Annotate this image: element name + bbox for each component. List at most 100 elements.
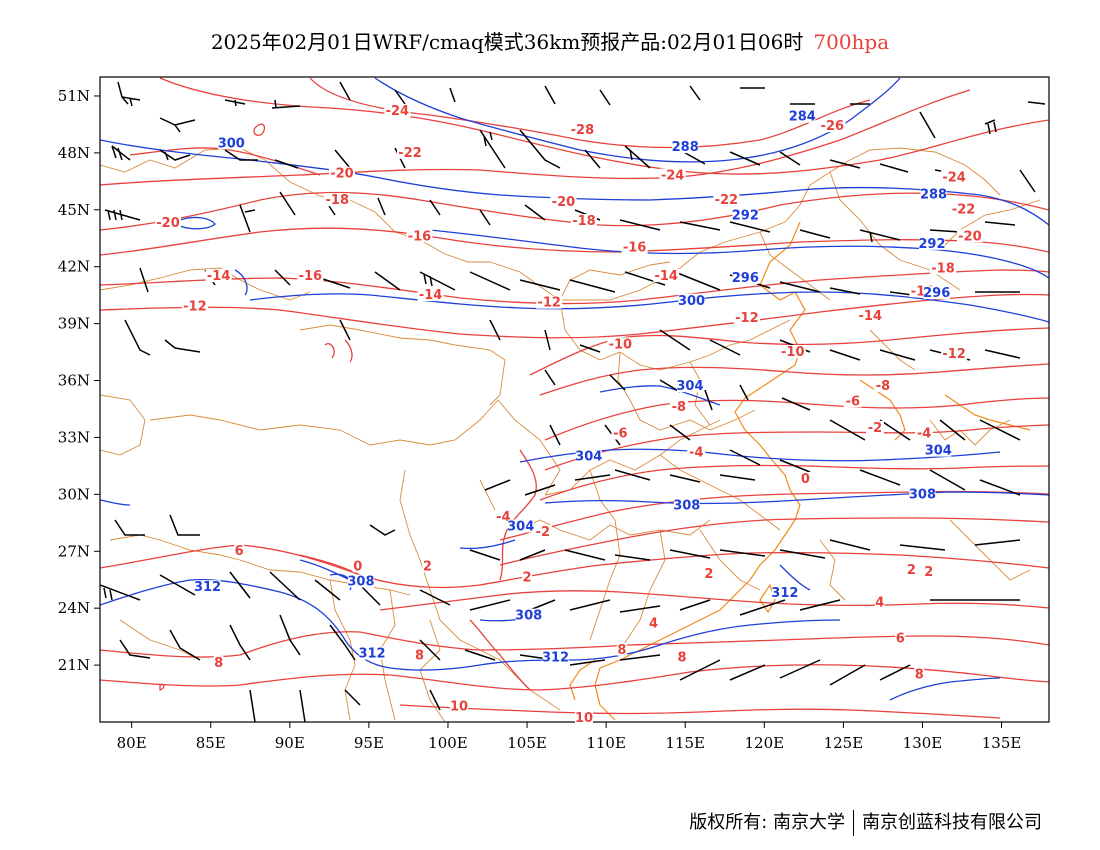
temperature-contour-label: 0: [801, 472, 810, 487]
temperature-contour-label-bg: [677, 650, 688, 664]
temperature-contour-label: -10: [781, 345, 805, 360]
temperature-contour-label: -2: [868, 421, 882, 436]
temperature-contour-label-bg: [956, 229, 983, 243]
temperature-contour-label: -16: [408, 229, 432, 244]
temperature-contour-label: 4: [649, 616, 658, 631]
temperature-contour-label-bg: [533, 525, 552, 539]
height-contours-layer: [100, 77, 1049, 701]
temperature-contour-label-bg: [895, 631, 906, 645]
lat-label: 21N: [58, 656, 90, 674]
temperature-contour-label-bg: [406, 229, 433, 243]
temperature-contour-label: -14: [207, 269, 231, 284]
temperature-contour-label: 10: [575, 711, 593, 726]
lon-label: 110E: [586, 734, 626, 752]
temperature-contour-label-bg: [181, 299, 208, 313]
title-main: 2025年02月01日WRF/cmaq模式36km预报产品:02月01日06时: [210, 30, 804, 54]
temperature-contour-label-bg: [906, 563, 917, 577]
height-contour-label: 304: [925, 444, 952, 459]
temperature-contour-label: 10: [450, 700, 468, 715]
temperature-contour-label-bg: [819, 119, 846, 133]
lon-label: 130E: [903, 734, 943, 752]
temperature-contour-label: 8: [214, 656, 223, 671]
lon-label: 90E: [275, 734, 305, 752]
temperature-contour-label: -28: [571, 123, 595, 138]
lat-label: 36N: [58, 372, 90, 390]
lat-label: 39N: [58, 315, 90, 333]
temperature-contour-label-bg: [574, 711, 593, 725]
height-contour-label-bg: [575, 449, 602, 463]
height-contour-label: 312: [194, 580, 221, 595]
temperature-contour-label: -10: [609, 337, 633, 352]
height-contour-label: 300: [218, 136, 245, 151]
temperature-contour-label-bg: [923, 565, 934, 579]
height-contour-label-bg: [507, 519, 534, 533]
temperature-contour-label-bg: [414, 648, 425, 662]
temperature-contour-label-bg: [843, 394, 862, 408]
height-contour-label-bg: [909, 487, 936, 501]
temperature-contour-label-bg: [800, 472, 811, 486]
height-contour-label: 312: [358, 647, 385, 662]
wind-barbs-layer: [100, 81, 1046, 722]
height-contour-label-bg: [918, 236, 945, 250]
temperature-contour-label: -2: [536, 525, 550, 540]
temperature-contour-label-bg: [536, 295, 563, 309]
axis-ticks: [94, 95, 1003, 728]
temperature-contour-label-bg: [930, 261, 957, 275]
height-contour-label-bg: [672, 140, 699, 154]
temperature-contour-label: 4: [875, 595, 884, 610]
lat-label: 45N: [58, 201, 90, 219]
temperature-contour-label: -20: [552, 195, 576, 210]
temperature-contour-label-bg: [213, 656, 224, 670]
temperature-contour-label-bg: [352, 559, 363, 573]
temperature-contour-label: -20: [330, 167, 354, 182]
longitude-labels: 80E 85E 90E 95E 100E 105E 110E 115E 120E 125E 130E…: [117, 734, 1022, 752]
temperature-labels: -24-28 -26-22-20 -24 -24-18 -20 -22-22-20 -18-…: [155, 104, 983, 726]
temperature-contour-label-bg: [422, 559, 433, 573]
temperature-contour-label-bg: [297, 269, 324, 283]
temperature-contour-label: -4: [917, 427, 931, 442]
temperature-contour-label-bg: [779, 344, 806, 358]
temperature-contour-label: -26: [821, 119, 845, 134]
temperature-contour-label: -14: [419, 288, 443, 303]
temperature-contour-label: 2: [423, 559, 432, 574]
temperature-contour-label-bg: [866, 420, 885, 434]
height-contour-label-bg: [678, 293, 705, 307]
temperature-contour-label: -16: [623, 241, 647, 256]
height-contour-label: 292: [918, 237, 945, 252]
temperature-contour-label: -22: [398, 146, 422, 161]
height-contour-label: 284: [789, 110, 816, 125]
temperature-contour-label: 8: [678, 650, 687, 665]
height-contour-label-bg: [789, 109, 816, 123]
height-contour-label-bg: [347, 574, 374, 588]
map-background: [100, 77, 1049, 722]
temperature-contour-label-bg: [324, 193, 351, 207]
height-contour-label-bg: [771, 585, 798, 599]
temperature-contour-label-bg: [733, 310, 760, 324]
lon-label: 95E: [354, 734, 384, 752]
temperature-contour-label: 2: [924, 565, 933, 580]
temperature-contour-label: 8: [915, 667, 924, 682]
temperature-contour-label: -18: [572, 214, 596, 229]
lon-label: 80E: [117, 734, 147, 752]
temperature-contour-label-bg: [234, 544, 245, 558]
height-contour-label: 308: [909, 487, 936, 502]
temperature-contour-label-bg: [569, 123, 596, 137]
temperature-contour-label: -12: [183, 299, 207, 314]
height-contour-label-bg: [542, 650, 569, 664]
temperature-contour-label-bg: [205, 269, 232, 283]
temperature-contour-label: -4: [689, 446, 703, 461]
temperature-contour-label-bg: [155, 215, 182, 229]
temperature-contour-label: -18: [326, 193, 350, 208]
temperature-contour-label: -14: [859, 309, 883, 324]
temperature-contour-label: 2: [704, 567, 713, 582]
temperature-contour-label: 0: [353, 559, 362, 574]
title-level: 700hpa: [813, 30, 890, 54]
height-contour-label-bg: [732, 208, 759, 222]
temperature-contour-label: -6: [613, 427, 627, 442]
temperature-contour-label-bg: [687, 445, 706, 459]
height-contour-label: 300: [678, 294, 705, 309]
footer-left: 版权所有: 南京大学: [689, 812, 845, 833]
height-contour-label: 288: [920, 188, 947, 203]
temperature-contour-label-bg: [611, 426, 630, 440]
temperature-contour-label-bg: [950, 202, 977, 216]
